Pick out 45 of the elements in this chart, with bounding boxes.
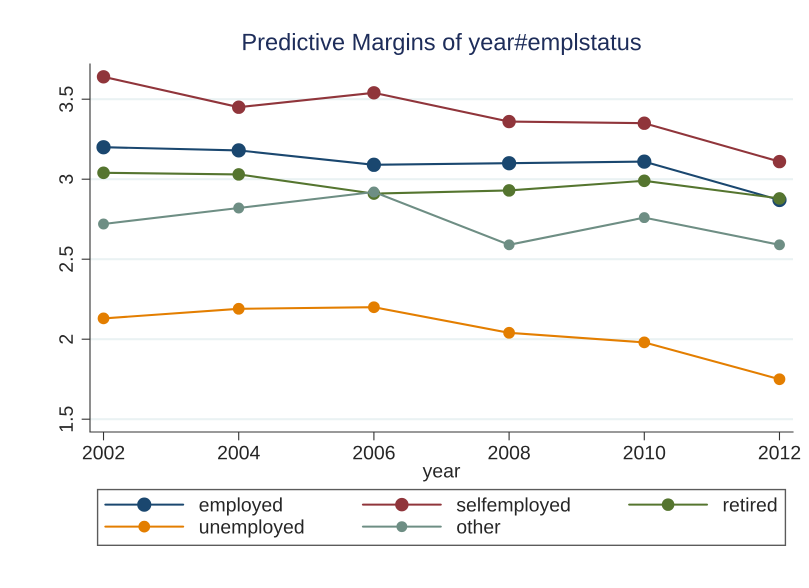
point	[638, 174, 651, 188]
y-tick-label: 2.5	[59, 246, 73, 272]
point	[232, 143, 246, 158]
legend-label: unemployed	[200, 519, 304, 538]
point	[233, 202, 244, 214]
point	[98, 312, 110, 324]
x-tick-label: 2012	[758, 446, 800, 460]
point	[504, 239, 515, 250]
point	[502, 114, 516, 128]
point	[96, 140, 111, 154]
x-tick-label: 2006	[353, 446, 395, 460]
y-tick-label: 1.5	[59, 406, 73, 432]
legend-label: retired	[724, 497, 776, 512]
point	[638, 212, 650, 224]
y-tick-label: 3	[59, 174, 73, 184]
point	[638, 116, 651, 130]
point	[98, 218, 109, 230]
point	[502, 184, 516, 197]
point	[774, 239, 785, 250]
x-tick-label: 2004	[218, 446, 260, 460]
x-tick-label: 2002	[82, 446, 124, 460]
point	[367, 86, 381, 100]
point	[96, 70, 110, 84]
chart-title: Predictive Margins of year#emplstatus	[243, 33, 641, 56]
point	[774, 373, 786, 386]
y-tick-label: 2	[59, 334, 73, 344]
point	[366, 158, 382, 172]
x-axis-title: year	[422, 466, 460, 482]
legend-label: selfemployed	[456, 497, 570, 516]
point	[232, 168, 245, 181]
legend-label: employed	[200, 497, 282, 516]
point	[368, 301, 380, 314]
point	[232, 302, 245, 315]
point	[502, 156, 516, 170]
point	[368, 186, 380, 198]
point	[97, 166, 110, 180]
legend-label: other	[457, 519, 500, 534]
point	[638, 336, 650, 348]
y-tick-label: 3.5	[59, 86, 73, 112]
point	[503, 326, 515, 339]
point	[637, 154, 652, 169]
point	[232, 100, 246, 114]
x-tick-label: 2010	[624, 446, 666, 460]
x-tick-label: 2008	[488, 446, 530, 460]
point	[772, 154, 786, 168]
